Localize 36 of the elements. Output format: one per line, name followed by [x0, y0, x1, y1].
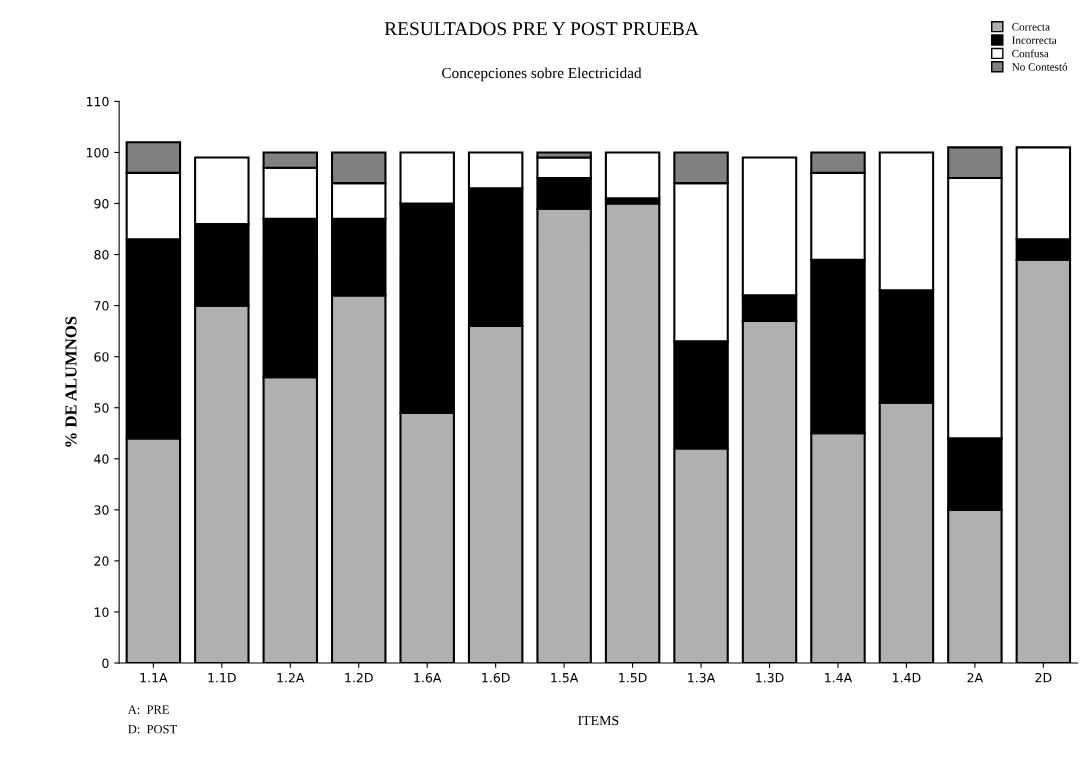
x-tick-label: 1.1A: [140, 673, 168, 683]
x-tick-label: 1.4D: [893, 673, 921, 683]
chart-title: RESULTADOS PRE Y POST PRUEBA: [384, 22, 699, 36]
legend-label: Correcta: [1012, 23, 1050, 31]
x-tick-label: 1.4A: [825, 673, 853, 683]
x-tick-label: 1.2A: [277, 672, 305, 683]
y-tick-label: 90: [94, 198, 109, 209]
x-tick-label: 1.2D: [345, 672, 373, 683]
y-tick-label: 50: [94, 403, 109, 413]
y-tick-label: 0: [102, 658, 109, 668]
y-tick-label: 40: [94, 454, 109, 464]
x-axis-title: ITEMS: [578, 715, 619, 726]
y-tick-label: 60: [94, 352, 109, 362]
x-tick-label: 2A: [967, 672, 984, 683]
y-tick-label: 100: [86, 147, 109, 158]
x-tick-label: 1.3A: [688, 672, 716, 683]
y-axis-title: % DE ALUMNOS: [65, 316, 77, 447]
legend-label: Confusa: [1012, 49, 1049, 58]
y-tick-label: 20: [94, 556, 109, 566]
y-tick-label: 10: [94, 607, 109, 617]
x-tick-label: 1.3D: [756, 672, 784, 683]
y-tick-label: 70: [94, 301, 109, 311]
text: A: PRE: [127, 705, 169, 714]
legend-label: No Contestó: [1012, 62, 1068, 71]
x-tick-label: 2D: [1035, 672, 1052, 683]
y-tick-label: 80: [94, 250, 109, 260]
x-tick-label: 1.5A: [551, 673, 579, 683]
x-tick-label: 1.6A: [414, 672, 442, 683]
y-tick-label: 110: [86, 96, 109, 107]
x-tick-label: 1.1D: [208, 673, 236, 683]
chart-subtitle: Concepciones sobre Electricidad: [442, 67, 642, 82]
legend-label: Incorrecta: [1012, 36, 1057, 44]
x-tick-label: 1.5D: [619, 673, 647, 683]
x-tick-label: 1.6D: [482, 672, 510, 683]
text: D: POST: [128, 724, 177, 734]
y-tick-label: 30: [94, 505, 109, 515]
